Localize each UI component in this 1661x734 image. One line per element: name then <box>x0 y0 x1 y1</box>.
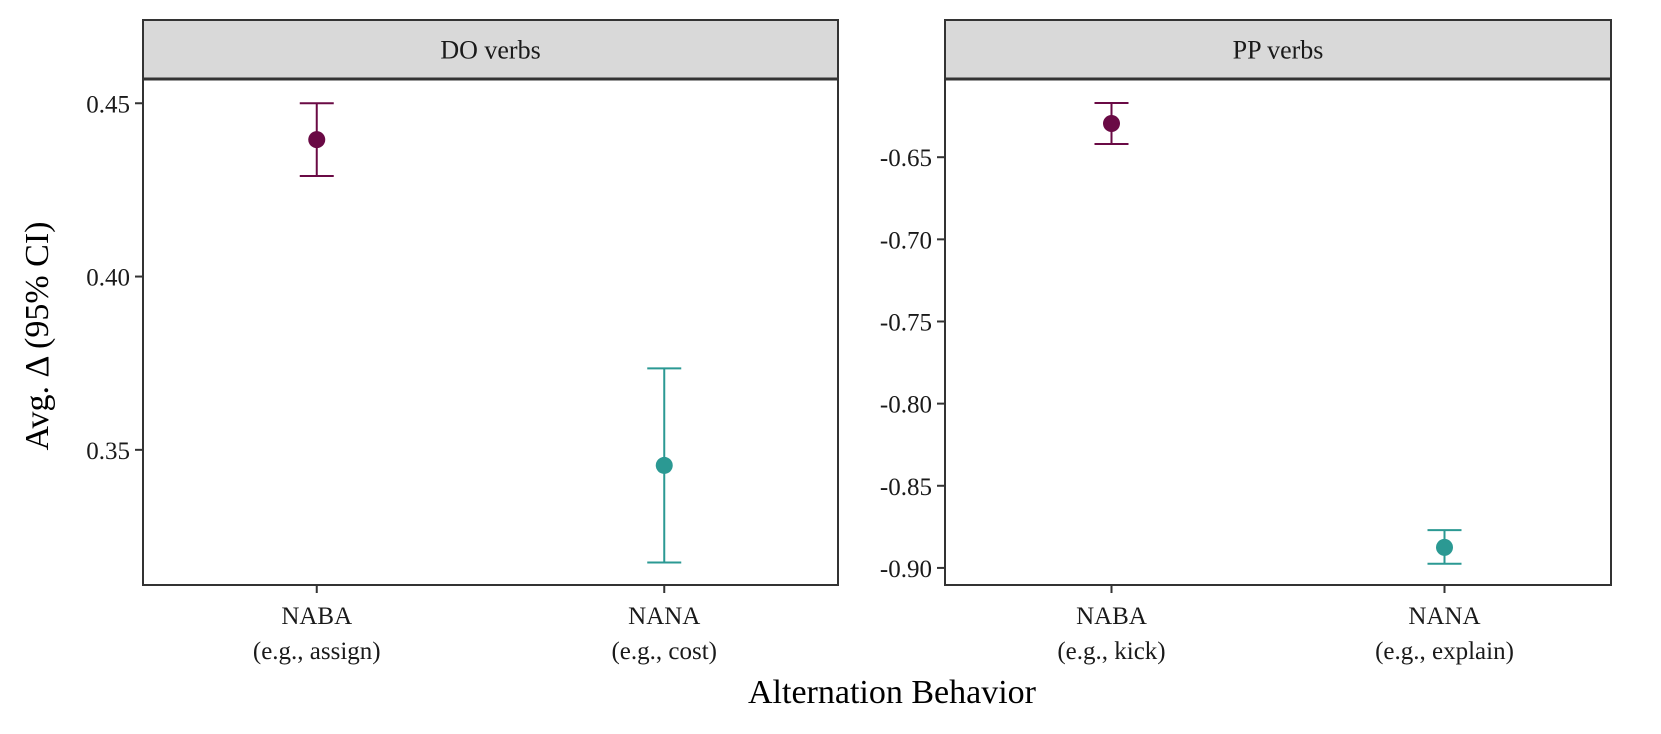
x-tick-sublabel: (e.g., kick) <box>1057 638 1165 665</box>
facet-panels: DO verbs 0.35 0.40 0.45 NABA (e.g., assign) NA… <box>86 19 1612 665</box>
facet-strip-label: DO verbs <box>440 36 540 65</box>
facet-strip <box>142 19 839 80</box>
x-tick-label: NABA <box>281 603 352 630</box>
x-tick-sublabel: (e.g., explain) <box>1375 638 1514 665</box>
y-axis-title: Avg. Δ (95% CI) <box>19 222 56 451</box>
point-naba <box>308 131 326 149</box>
x-tick-sublabel: (e.g., assign) <box>253 638 381 665</box>
y-tick-label: 0.45 <box>86 91 130 118</box>
point-naba <box>1103 115 1120 133</box>
panel-do-verbs: DO verbs 0.35 0.40 0.45 NABA (e.g., assign) NA… <box>86 19 839 665</box>
plot-panel <box>944 78 1612 586</box>
y-tick-label: -0.65 <box>880 145 932 172</box>
facet-strip <box>944 19 1612 80</box>
y-tick-label: 0.40 <box>86 265 130 292</box>
y-tick-label: -0.85 <box>880 474 932 501</box>
y-tick-label: 0.35 <box>86 438 130 465</box>
panel-pp-verbs: PP verbs -0.90 -0.85 -0.80 -0.75 -0.70 -0.65 NA… <box>880 19 1612 665</box>
y-tick-label: -0.90 <box>880 556 932 583</box>
x-tick-label: NANA <box>1408 603 1480 630</box>
y-tick-label: -0.80 <box>880 392 932 419</box>
point-nana <box>1436 538 1453 556</box>
x-axis-title: Alternation Behavior <box>748 674 1037 711</box>
plot-panel <box>142 78 839 586</box>
x-tick-sublabel: (e.g., cost) <box>611 638 717 665</box>
y-tick-label: -0.70 <box>880 227 932 254</box>
y-tick-label: -0.75 <box>880 309 932 336</box>
x-tick-label: NABA <box>1076 603 1147 630</box>
point-nana <box>655 456 673 474</box>
facet-strip-label: PP verbs <box>1233 36 1324 65</box>
x-tick-label: NANA <box>628 603 700 630</box>
